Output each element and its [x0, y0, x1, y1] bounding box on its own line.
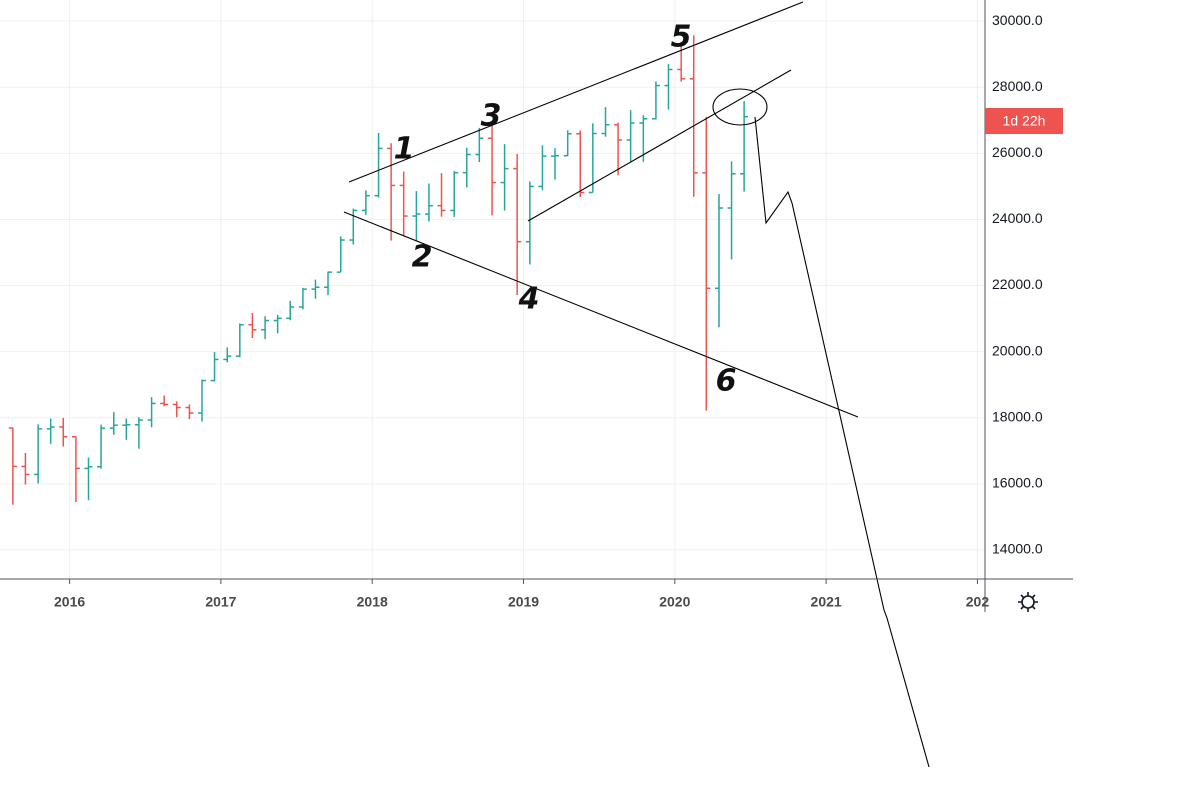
y-tick-label: 28000.0 — [992, 78, 1043, 94]
upper-trendline — [348, 1, 804, 183]
x-tick-label: 2019 — [508, 594, 539, 610]
wave-label: 6 — [716, 364, 737, 399]
y-tick-label: 14000.0 — [992, 541, 1043, 557]
x-tick-label: 2018 — [357, 594, 388, 610]
y-tick-label: 16000.0 — [992, 475, 1043, 491]
highlight-ellipse — [712, 88, 768, 126]
x-tick-label: 2021 — [811, 594, 842, 610]
countdown-box — [985, 108, 1063, 134]
wave-label: 2 — [412, 240, 433, 275]
wave-label: 4 — [518, 282, 540, 317]
countdown-label: 1d 22h — [1003, 113, 1046, 129]
settings-icon[interactable] — [1018, 592, 1038, 612]
x-tick-label: 2017 — [205, 594, 236, 610]
y-tick-label: 24000.0 — [992, 210, 1043, 226]
grid — [0, 0, 985, 579]
x-tick-label: 2016 — [54, 594, 85, 610]
trendlines — [343, 1, 930, 768]
wave-label: 3 — [481, 99, 502, 134]
bars — [8, 35, 749, 505]
lower-trendline — [343, 211, 859, 418]
y-tick-label: 26000.0 — [992, 144, 1043, 160]
gear-teeth[interactable] — [1018, 592, 1038, 612]
annotations: 1 2 3 4 5 6 — [394, 20, 737, 399]
y-tick-label: 22000.0 — [992, 276, 1043, 292]
x-tick-label: 2020 — [659, 594, 690, 610]
y-tick-label: 20000.0 — [992, 342, 1043, 358]
wave-label: 1 — [394, 132, 415, 167]
wave-label: 5 — [671, 20, 692, 55]
y-tick-label: 18000.0 — [992, 408, 1043, 424]
projection-path — [754, 116, 930, 768]
y-tick-label: 30000.0 — [992, 12, 1043, 28]
inner-trendline — [527, 69, 792, 222]
x-tick-label: 202 — [966, 594, 990, 610]
